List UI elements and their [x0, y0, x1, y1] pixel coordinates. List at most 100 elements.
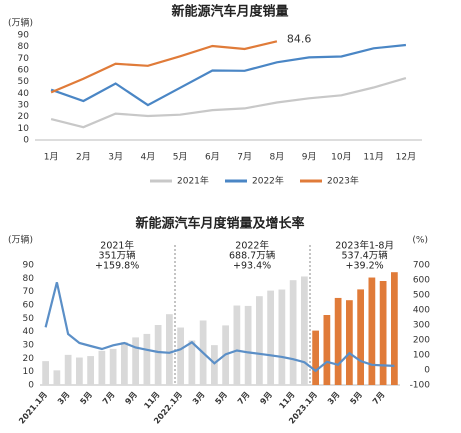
x-tick-label: 7月: [237, 152, 252, 163]
bar: [64, 354, 72, 385]
y2-tick-label: 200: [413, 336, 430, 346]
y-tick-label: 50: [18, 77, 30, 87]
bar: [267, 290, 274, 385]
y2-tick-label: -100: [410, 381, 431, 391]
x-tick-label: 7月: [101, 390, 117, 406]
x-tick-label: 11月: [142, 390, 161, 410]
y2-tick-label: 0: [424, 366, 430, 376]
bar: [244, 305, 252, 385]
y-tick-label: 80: [23, 274, 35, 284]
y-tick-label: 60: [18, 66, 30, 76]
bar: [379, 281, 387, 385]
bar: [143, 333, 151, 385]
bar: [188, 340, 196, 385]
y2-tick-label: 400: [413, 306, 430, 316]
annotation: +159.8%: [95, 261, 139, 272]
y-tick-label: 60: [23, 301, 35, 311]
x-tick-label: 3月: [191, 390, 207, 406]
bar: [391, 272, 398, 385]
y-tick-label: 20: [18, 112, 30, 122]
bar: [334, 297, 342, 385]
x-tick-label: 11月: [363, 152, 383, 163]
x-tick-label: 2月: [76, 152, 91, 163]
y-tick-label: 30: [18, 101, 30, 111]
line: [50, 40, 278, 94]
bar: [211, 345, 218, 385]
bar: [256, 296, 263, 385]
bar: [53, 370, 61, 385]
bar: [346, 300, 353, 385]
y-tick-label: 40: [18, 89, 30, 99]
annotation: +39.2%: [346, 261, 384, 272]
annotation: 2022年: [235, 240, 269, 252]
annotation: 351万辆: [99, 250, 137, 262]
y-tick-label: 10: [23, 367, 35, 377]
y-tick-label: 80: [18, 42, 30, 52]
x-tick-label: 1月: [44, 152, 59, 163]
x-tick-label: 9月: [258, 390, 274, 406]
y-tick-label: 70: [18, 54, 30, 64]
y2-tick-label: 700: [413, 261, 430, 271]
x-tick-label: 9月: [123, 390, 139, 406]
line: [44, 282, 395, 373]
bar: [98, 350, 106, 385]
x-tick-label: 2021.1月: [17, 390, 49, 426]
x-tick-label: 3月: [56, 390, 72, 406]
x-tick-label: 5月: [213, 390, 229, 406]
chart-title: 新能源汽车月度销量: [171, 4, 288, 20]
annotation: 688.7万辆: [229, 250, 276, 262]
x-tick-label: 4月: [141, 152, 156, 163]
y-axis-label: (万辆): [8, 17, 33, 29]
bar: [121, 342, 128, 385]
bar: [154, 325, 162, 385]
bar: [301, 276, 308, 385]
annotation: 537.4万辆: [342, 250, 389, 262]
annotation: +93.4%: [233, 261, 271, 272]
y-tick-label: 20: [23, 354, 35, 364]
y-axis-label: (万辆): [8, 234, 33, 246]
legend-label: 2023年: [327, 175, 359, 187]
chart-title: 新能源汽车月度销量及增长率: [135, 216, 304, 232]
legend-label: 2022年: [252, 175, 284, 187]
y-tick-label: 30: [23, 341, 35, 351]
y-tick-label: 10: [18, 124, 30, 134]
y-tick-label: 50: [23, 314, 35, 324]
bar: [233, 305, 241, 385]
x-tick-label: 3月: [326, 390, 342, 406]
y2-tick-label: 100: [413, 351, 430, 361]
y-tick-label: 90: [18, 31, 30, 41]
annotation: 2023年1-8月: [335, 240, 394, 252]
bar: [166, 314, 173, 385]
bar: [42, 361, 49, 385]
y2-tick-label: 300: [413, 321, 430, 331]
line: [50, 77, 407, 129]
bar: [323, 315, 331, 385]
x-tick-label: 9月: [302, 152, 317, 163]
x-tick-label: 11月: [277, 390, 296, 410]
y2-axis-label: (%): [412, 236, 428, 246]
bar: [132, 337, 139, 385]
x-tick-label: 10月: [331, 152, 351, 163]
bar: [368, 277, 376, 385]
y2-tick-label: 500: [413, 291, 430, 301]
y-tick-label: 90: [23, 261, 35, 271]
y2-tick-label: 600: [413, 276, 430, 286]
line: [50, 43, 407, 107]
y-tick-label: 0: [28, 381, 34, 391]
bar: [76, 357, 83, 385]
bar: [312, 330, 319, 385]
annotation: 2021年: [100, 240, 134, 252]
y-tick-label: 40: [23, 327, 35, 337]
y-tick-label: 70: [23, 287, 35, 297]
legend-label: 2021年: [177, 175, 209, 187]
x-tick-label: 6月: [205, 152, 220, 163]
bar: [177, 327, 184, 385]
data-label: 84.6: [287, 32, 312, 45]
y-tick-label: 0: [23, 136, 29, 146]
x-tick-label: 7月: [371, 390, 387, 406]
x-tick-label: 5月: [173, 152, 188, 163]
x-tick-label: 5月: [348, 390, 364, 406]
x-tick-label: 8月: [270, 152, 285, 163]
x-tick-label: 12月: [396, 152, 416, 163]
